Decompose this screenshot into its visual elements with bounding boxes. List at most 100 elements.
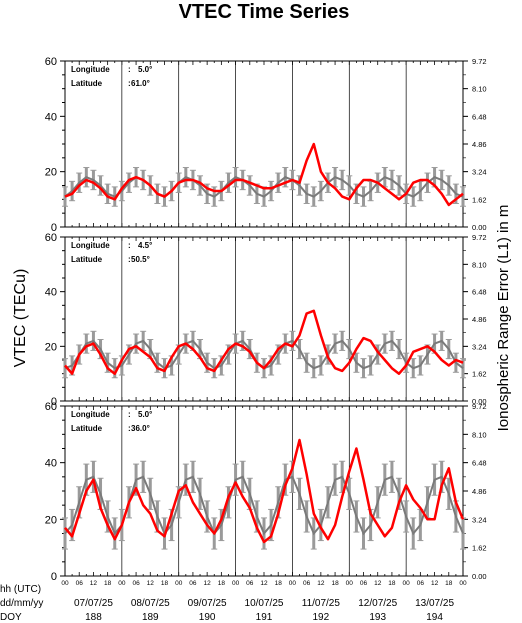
observed-series-line <box>64 142 464 207</box>
y-tick-label: 20 <box>45 514 57 526</box>
x-hour-label: 18 <box>104 580 112 587</box>
latitude-label: Latitude <box>71 424 103 433</box>
y-tick-label: 20 <box>45 341 57 353</box>
x-doy-label: 189 <box>142 612 159 623</box>
y-tick-label: 40 <box>45 458 57 470</box>
right-tick-label: 0.00 <box>472 223 487 232</box>
y-tick-label: 40 <box>45 111 57 123</box>
right-tick-label: 9.72 <box>472 233 487 242</box>
x-date-label: 11/07/25 <box>302 598 341 609</box>
right-tick-label: 3.24 <box>472 168 487 177</box>
right-tick-label: 9.72 <box>472 402 487 411</box>
x-hour-label: 06 <box>246 580 254 587</box>
observed-series-line <box>64 309 464 375</box>
x-hour-label: 00 <box>61 580 69 587</box>
x-hour-label: 00 <box>289 580 297 587</box>
right-tick-label: 3.24 <box>472 515 487 524</box>
x-date-label: 08/07/25 <box>131 598 170 609</box>
x-date-label: 10/07/25 <box>245 598 284 609</box>
x-hour-label: 00 <box>175 580 183 587</box>
x-hour-label: 12 <box>260 580 268 587</box>
x-hour-label: 12 <box>317 580 325 587</box>
right-tick-label: 6.48 <box>472 112 487 121</box>
x-hour-label: 00 <box>346 580 354 587</box>
x-hour-label: 12 <box>147 580 155 587</box>
right-tick-label: 8.10 <box>472 85 487 94</box>
right-tick-label: 4.86 <box>472 140 487 149</box>
x-hour-label: 06 <box>132 580 140 587</box>
x-doy-label: 192 <box>313 612 330 623</box>
longitude-value: 5.0° <box>138 65 152 74</box>
longitude-value: 4.5° <box>138 241 152 250</box>
longitude-colon: : <box>128 410 131 419</box>
x-hour-label: 06 <box>303 580 311 587</box>
y-tick-label: 40 <box>45 287 57 299</box>
right-tick-label: 6.48 <box>472 459 487 468</box>
longitude-label: Longitude <box>71 241 110 250</box>
latitude-colon: : <box>128 79 131 88</box>
x-hour-label: 00 <box>459 580 467 587</box>
x-doy-label: 188 <box>85 612 102 623</box>
right-tick-label: 3.24 <box>472 342 487 351</box>
panel-3: 0 20 40 60 0.00 1.62 3.24 4.86 6.48 8.10 9.72 Longi… <box>45 401 487 583</box>
x-hour-label: 12 <box>374 580 382 587</box>
panel-2: 0 20 40 60 0.00 1.62 3.24 4.86 6.48 8.10 9.72 Longi… <box>45 232 487 408</box>
x-hour-label: 00 <box>403 580 411 587</box>
latitude-value: 61.0° <box>131 79 150 88</box>
x-axis-layer: hh (UTC) dd/mm/yy DOY 00 06 12 18 00 06 12 18 00 06 1… <box>0 580 467 623</box>
x-doy-label: 194 <box>426 612 443 623</box>
longitude-label: Longitude <box>71 65 110 74</box>
chart-title: VTEC Time Series <box>179 1 350 23</box>
right-tick-label: 4.86 <box>472 315 487 324</box>
x-hour-label: 12 <box>90 580 98 587</box>
right-tick-label: 0.00 <box>472 397 487 406</box>
x-hour-label: 00 <box>232 580 240 587</box>
latitude-label: Latitude <box>71 255 103 264</box>
x-hour-label: 18 <box>445 580 453 587</box>
x-doy-label: 191 <box>256 612 273 623</box>
y-tick-label: 60 <box>45 401 57 413</box>
longitude-value: 5.0° <box>138 410 152 419</box>
x-hour-label: 18 <box>161 580 169 587</box>
y-tick-label: 0 <box>51 396 57 408</box>
right-tick-label: 9.72 <box>472 57 487 66</box>
y-tick-label: 60 <box>45 232 57 244</box>
x-hour-label: 18 <box>218 580 226 587</box>
y-tick-label: 20 <box>45 167 57 179</box>
x-date-label: 12/07/25 <box>358 598 397 609</box>
y-tick-label: 0 <box>51 571 57 583</box>
right-tick-label: 4.86 <box>472 487 487 496</box>
right-tick-label: 1.62 <box>472 195 487 204</box>
longitude-colon: : <box>128 65 131 74</box>
x-date-label: 13/07/25 <box>415 598 454 609</box>
y-tick-label: 60 <box>45 56 57 68</box>
row-label-date: dd/mm/yy <box>0 598 43 609</box>
x-doy-label: 190 <box>199 612 216 623</box>
x-hour-label: 18 <box>331 580 339 587</box>
row-label-doy: DOY <box>0 612 22 623</box>
right-tick-label: 8.10 <box>472 430 487 439</box>
right-tick-label: 6.48 <box>472 288 487 297</box>
model-series-line <box>64 176 464 198</box>
right-tick-label: 8.10 <box>472 260 487 269</box>
x-doy-label: 193 <box>369 612 386 623</box>
panel-1: 0 20 40 60 0.00 1.62 3.24 4.86 6.48 8.10 9.72 Longi… <box>45 56 487 234</box>
latitude-label: Latitude <box>71 79 103 88</box>
latitude-colon: : <box>128 255 131 264</box>
x-date-label: 09/07/25 <box>188 598 227 609</box>
x-date-label: 07/07/25 <box>74 598 113 609</box>
x-hour-label: 18 <box>388 580 396 587</box>
right-tick-label: 1.62 <box>472 544 487 553</box>
x-hour-label: 18 <box>275 580 283 587</box>
x-hour-label: 06 <box>360 580 368 587</box>
y-axis-label-right: Ionospheric Range Error (L1) in m <box>495 205 512 432</box>
panels-layer: 0 20 40 60 0.00 1.62 3.24 4.86 6.48 8.10 9.72 Longi… <box>45 56 487 583</box>
x-hour-label: 06 <box>189 580 197 587</box>
x-hour-label: 00 <box>118 580 126 587</box>
right-tick-label: 1.62 <box>472 370 487 379</box>
row-label-hours: hh (UTC) <box>0 584 41 595</box>
latitude-colon: : <box>128 424 131 433</box>
y-axis-label: VTEC (TECu) <box>12 269 29 368</box>
y-tick-label: 0 <box>51 222 57 234</box>
